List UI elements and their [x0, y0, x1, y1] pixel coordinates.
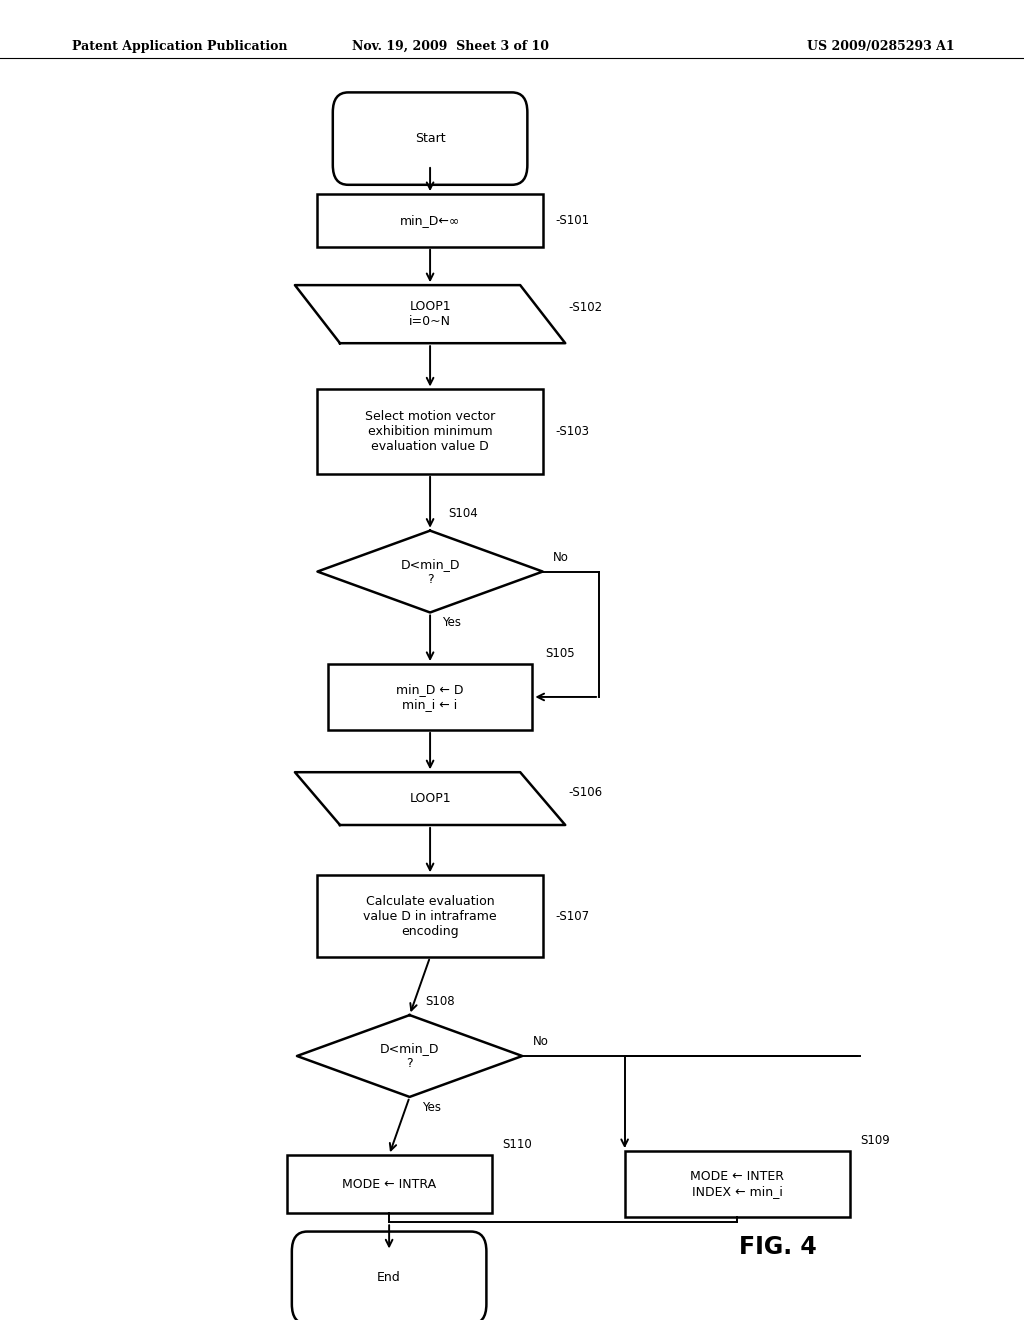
Text: Nov. 19, 2009  Sheet 3 of 10: Nov. 19, 2009 Sheet 3 of 10: [352, 40, 549, 53]
FancyBboxPatch shape: [287, 1155, 492, 1213]
Text: Patent Application Publication: Patent Application Publication: [72, 40, 287, 53]
Polygon shape: [297, 1015, 522, 1097]
Text: FIG. 4: FIG. 4: [739, 1236, 817, 1259]
Text: -S102: -S102: [568, 301, 602, 314]
Text: End: End: [377, 1271, 401, 1284]
Text: -S107: -S107: [555, 909, 589, 923]
Text: S110: S110: [502, 1138, 531, 1151]
Text: US 2009/0285293 A1: US 2009/0285293 A1: [807, 40, 954, 53]
Text: LOOP1
i=0~N: LOOP1 i=0~N: [409, 300, 452, 329]
Text: MODE ← INTER
INDEX ← min_i: MODE ← INTER INDEX ← min_i: [690, 1170, 784, 1199]
Text: -S106: -S106: [568, 785, 602, 799]
Text: S108: S108: [425, 995, 455, 1008]
Text: S105: S105: [545, 647, 574, 660]
Text: Start: Start: [415, 132, 445, 145]
Text: Select motion vector
exhibition minimum
evaluation value D: Select motion vector exhibition minimum …: [365, 411, 496, 453]
Polygon shape: [295, 772, 565, 825]
FancyBboxPatch shape: [328, 664, 532, 730]
Text: Yes: Yes: [442, 616, 462, 630]
Text: Calculate evaluation
value D in intraframe
encoding: Calculate evaluation value D in intrafra…: [364, 895, 497, 937]
FancyBboxPatch shape: [317, 389, 543, 474]
Text: min_D←∞: min_D←∞: [400, 214, 460, 227]
FancyBboxPatch shape: [317, 194, 543, 247]
Text: Yes: Yes: [422, 1101, 441, 1114]
Polygon shape: [295, 285, 565, 343]
Text: D<min_D
?: D<min_D ?: [380, 1041, 439, 1071]
FancyBboxPatch shape: [625, 1151, 850, 1217]
FancyBboxPatch shape: [292, 1232, 486, 1320]
Text: -S101: -S101: [555, 214, 589, 227]
Text: S104: S104: [449, 507, 478, 520]
FancyBboxPatch shape: [333, 92, 527, 185]
Text: MODE ← INTRA: MODE ← INTRA: [342, 1177, 436, 1191]
Text: D<min_D
?: D<min_D ?: [400, 557, 460, 586]
Text: No: No: [553, 550, 569, 564]
Text: min_D ← D
min_i ← i: min_D ← D min_i ← i: [396, 682, 464, 711]
Polygon shape: [317, 531, 543, 612]
Text: -S103: -S103: [555, 425, 589, 438]
Text: S109: S109: [860, 1134, 890, 1147]
Text: No: No: [532, 1035, 549, 1048]
Text: LOOP1: LOOP1: [410, 792, 451, 805]
FancyBboxPatch shape: [317, 875, 543, 957]
